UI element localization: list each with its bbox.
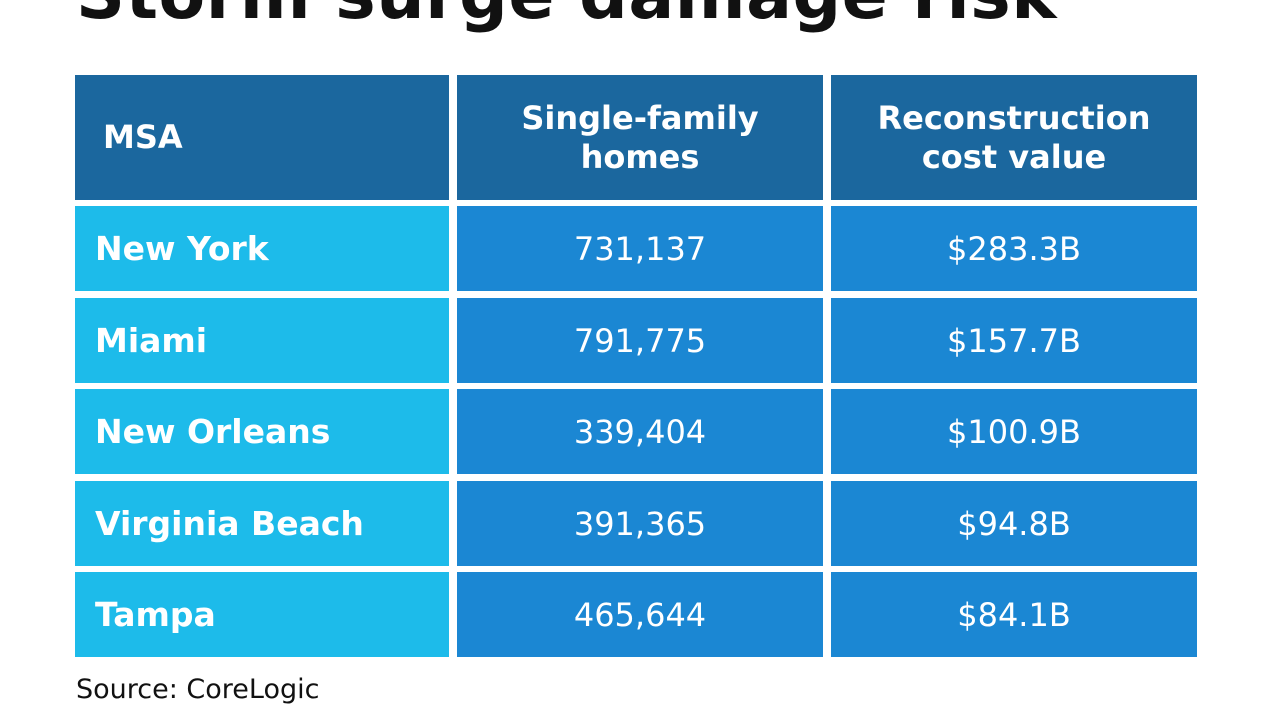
title: Storm surge damage risk [76, 0, 1057, 35]
cell-text: $100.9B [947, 412, 1081, 451]
cell-text: 465,644 [573, 595, 707, 634]
table-cell: New Orleans [75, 389, 449, 474]
header-cell: MSA [75, 75, 449, 200]
cell-text: 339,404 [573, 412, 707, 451]
header-text: Reconstruction cost value [877, 98, 1151, 176]
cell-text: $94.8B [957, 504, 1071, 543]
source: Source: CoreLogic [76, 674, 320, 705]
cell-text: Miami [95, 321, 208, 360]
table-cell: Miami [75, 298, 449, 383]
table-cell: Virginia Beach [75, 481, 449, 566]
table-cell: $157.7B [831, 298, 1197, 383]
header-text: Single-family homes [521, 98, 759, 176]
table-cell: $94.8B [831, 481, 1197, 566]
table-cell: $283.3B [831, 206, 1197, 291]
cell-text: 391,365 [573, 504, 707, 543]
cell-text: $283.3B [947, 229, 1081, 268]
header-text: MSA [103, 118, 183, 156]
cell-text: 791,775 [573, 321, 707, 360]
cell-text: $84.1B [957, 595, 1071, 634]
table-cell: Tampa [75, 572, 449, 657]
header-cell: Reconstruction cost value [831, 75, 1197, 200]
table-cell: 339,404 [457, 389, 823, 474]
table-cell: $84.1B [831, 572, 1197, 657]
table-cell: 465,644 [457, 572, 823, 657]
cell-text: 731,137 [573, 229, 707, 268]
cell-text: Tampa [95, 595, 216, 634]
table-cell: $100.9B [831, 389, 1197, 474]
table-cell: 731,137 [457, 206, 823, 291]
cell-text: New Orleans [95, 412, 331, 451]
cell-text: New York [95, 229, 269, 268]
cell-text: $157.7B [947, 321, 1081, 360]
table-cell: New York [75, 206, 449, 291]
table-cell: 391,365 [457, 481, 823, 566]
header-cell: Single-family homes [457, 75, 823, 200]
table-cell: 791,775 [457, 298, 823, 383]
cell-text: Virginia Beach [95, 504, 364, 543]
